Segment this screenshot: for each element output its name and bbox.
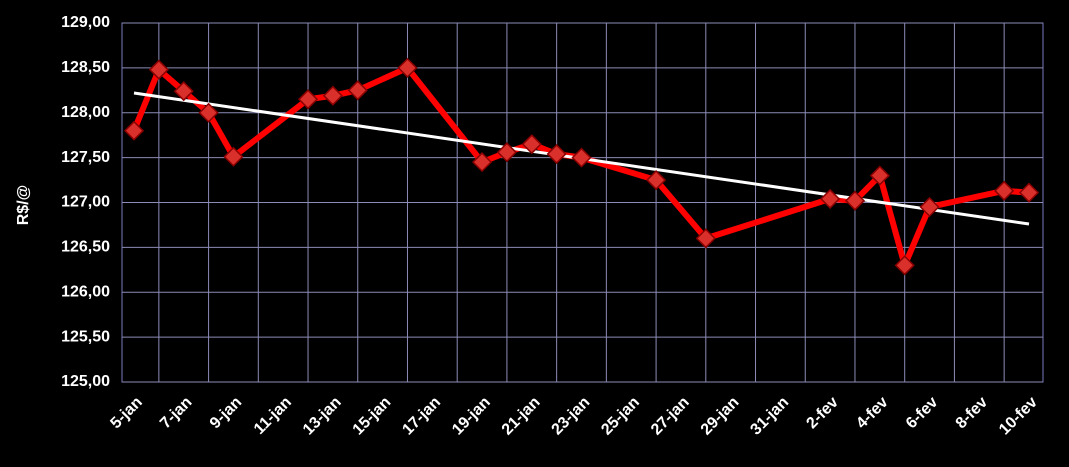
y-tick-label: 128,50: [61, 59, 110, 76]
data-marker: [646, 170, 667, 191]
data-marker: [546, 143, 567, 165]
data-marker: [198, 102, 219, 123]
data-marker: [521, 134, 542, 155]
y-tick-label: 127,00: [61, 194, 110, 211]
data-marker: [844, 190, 866, 211]
y-axis-label: R$/@: [15, 185, 32, 226]
data-marker: [123, 120, 145, 141]
y-tick-label: 126,50: [61, 239, 110, 256]
data-marker: [471, 152, 493, 173]
data-marker: [894, 255, 915, 276]
data-marker: [869, 165, 890, 186]
y-tick-label: 126,00: [61, 283, 110, 300]
y-tick-label: 128,00: [61, 104, 110, 121]
data-marker: [496, 142, 517, 163]
data-marker: [1018, 182, 1040, 203]
data-marker: [148, 59, 169, 80]
data-marker: [919, 196, 940, 218]
data-marker: [173, 81, 194, 102]
data-marker: [994, 180, 1015, 201]
data-marker: [820, 188, 841, 209]
data-marker: [397, 57, 418, 78]
data-marker: [223, 146, 244, 167]
y-tick-label: 125,50: [61, 328, 110, 345]
data-marker: [695, 228, 716, 249]
y-tick-label: 127,50: [61, 149, 110, 166]
y-tick-label: 129,00: [61, 14, 110, 31]
y-tick-label: 125,00: [61, 373, 110, 390]
data-marker: [297, 89, 319, 110]
data-marker: [322, 85, 343, 106]
data-marker: [347, 80, 368, 101]
data-marker: [571, 147, 592, 168]
